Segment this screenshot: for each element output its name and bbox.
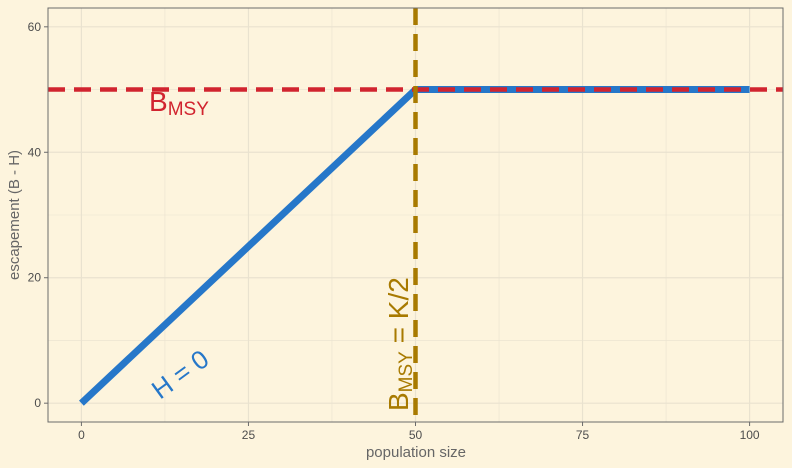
bmsy-vertical-annotation: BMSY = K/2: [383, 277, 417, 411]
y-tick-label: 40: [28, 145, 42, 159]
y-tick-label: 20: [28, 271, 42, 285]
x-tick-label: 50: [409, 428, 423, 442]
x-tick-label: 25: [242, 428, 256, 442]
x-tick-label: 0: [78, 428, 85, 442]
y-tick-label: 60: [28, 20, 42, 34]
reference-lines: [48, 8, 783, 422]
tick-labels: 0 25 50 75 100 0 20 40 60: [28, 20, 760, 442]
x-axis-title: population size: [366, 444, 466, 461]
bmsy-horizontal-annotation: BMSY: [149, 86, 209, 120]
y-tick-label: 0: [34, 396, 41, 410]
axes: [44, 7, 784, 426]
x-tick-label: 100: [740, 428, 760, 442]
y-axis-title: escapement (B - H): [6, 150, 23, 280]
x-tick-label: 75: [576, 428, 590, 442]
